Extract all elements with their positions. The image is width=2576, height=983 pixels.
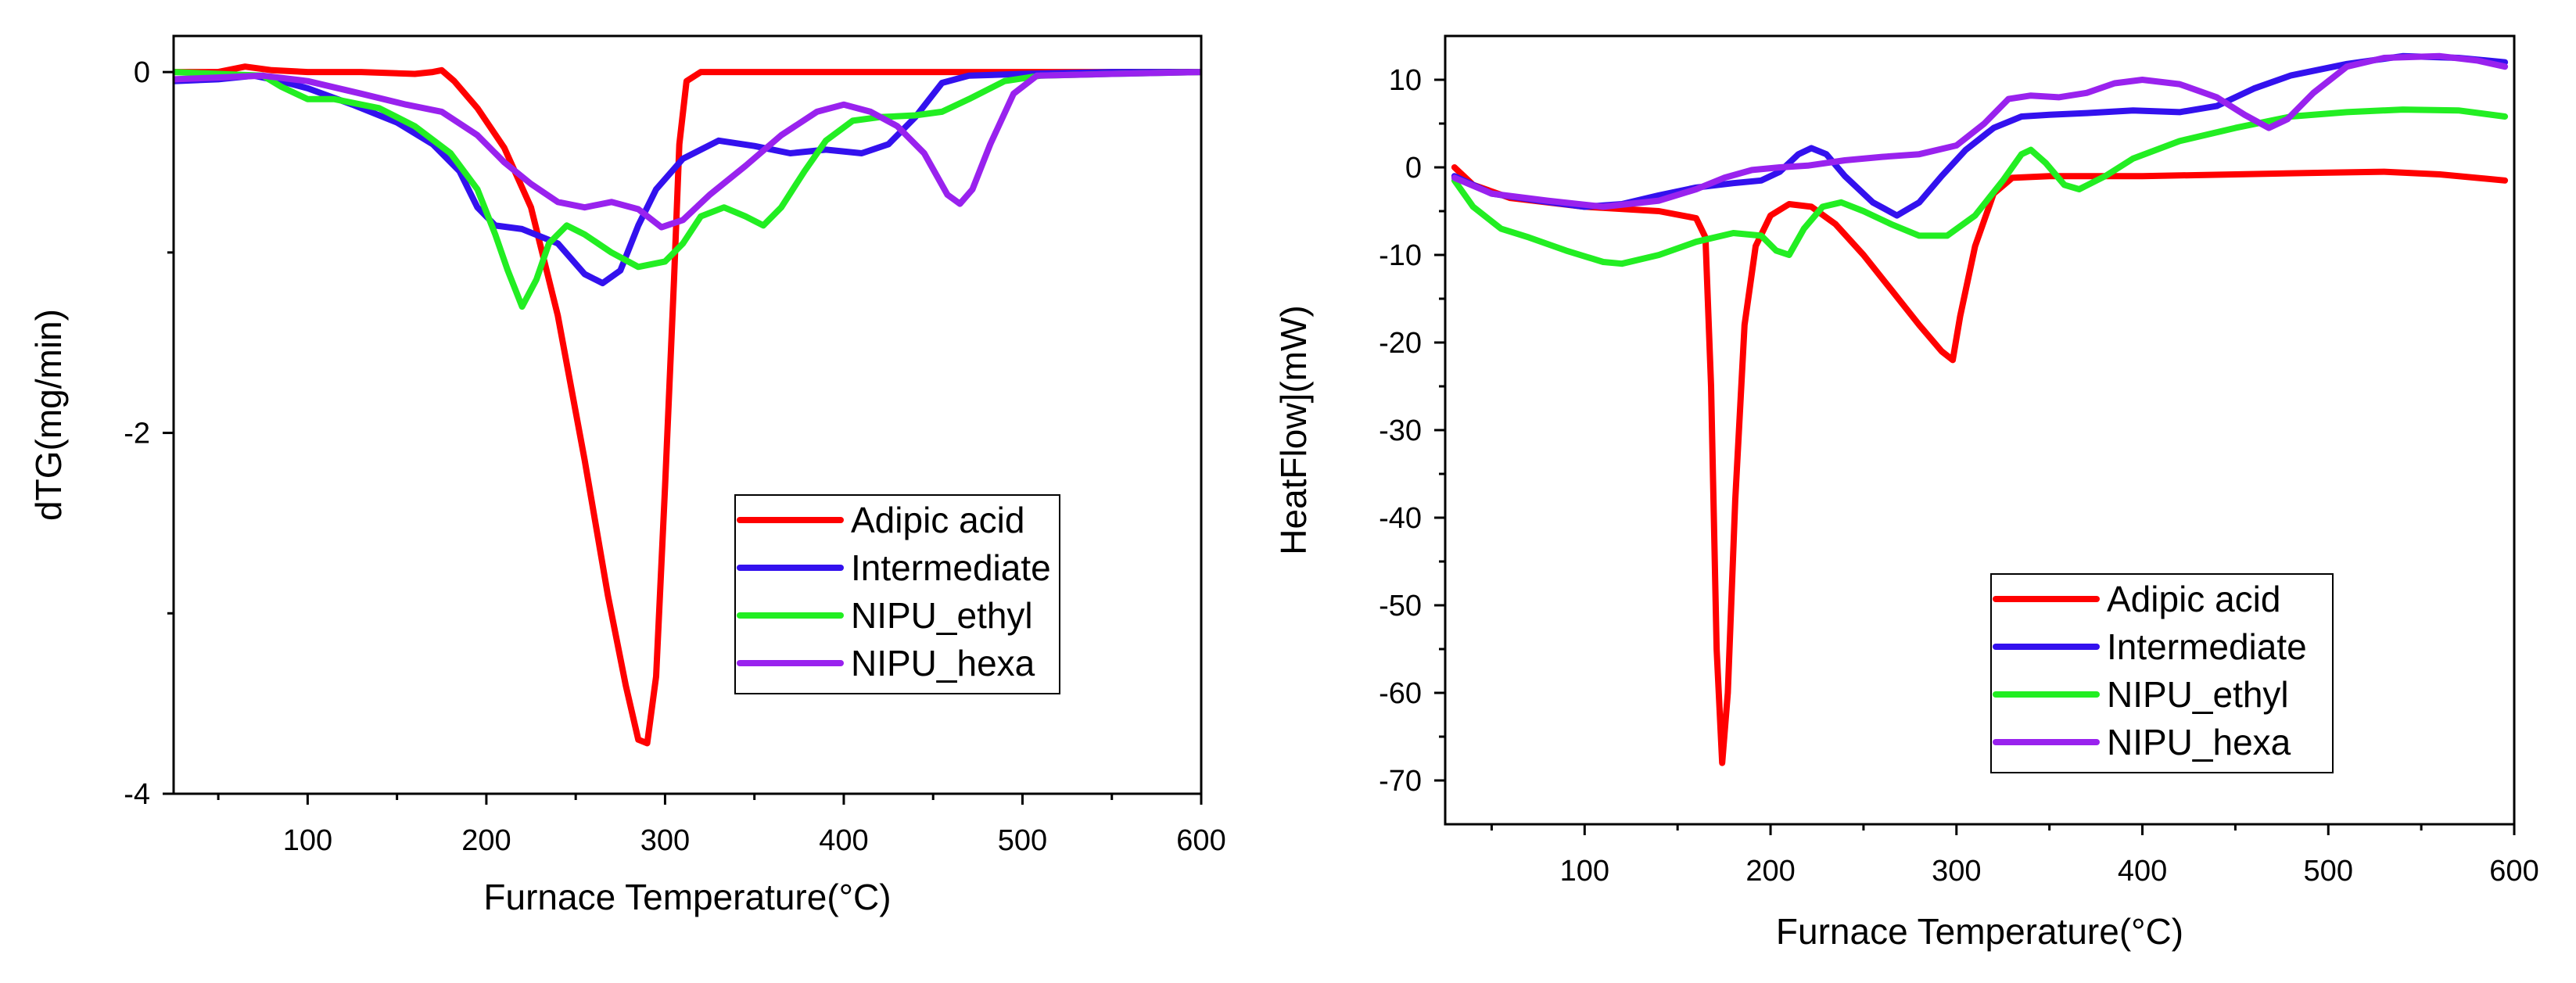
- dtg-x-tick-label: 500: [998, 824, 1047, 857]
- heatflow-legend-label: Adipic acid: [2107, 579, 2280, 619]
- heatflow-y-tick-label: -50: [1379, 590, 1422, 622]
- heatflow-y-tick-label: -30: [1379, 414, 1422, 447]
- heatflow-x-tick-label: 500: [2304, 855, 2353, 888]
- dtg-series-nipu-hexa: [174, 69, 1201, 231]
- dtg-legend-label: Intermediate: [851, 547, 1051, 588]
- heatflow-series-nipu-ethyl: [1451, 106, 2509, 267]
- heatflow-legend: Adipic acid Intermediate NIPU_ethyl NIPU_he…: [1990, 573, 2334, 773]
- heatflow-legend-label: NIPU_ethyl: [2107, 674, 2289, 715]
- heatflow-x-tick-label: 400: [2118, 855, 2167, 888]
- dtg-plot-frame: [172, 34, 1203, 795]
- heatflow-series-intermediate: [1451, 52, 2509, 219]
- heatflow-x-tick-label: 600: [2489, 855, 2538, 888]
- dtg-series-nipu-ethyl: [174, 69, 1201, 310]
- heatflow-x-tick-label: 100: [1560, 855, 1609, 888]
- heatflow-y-tick-label: -40: [1379, 502, 1422, 535]
- dtg-y-axis-title: dTG(mg/min): [28, 309, 69, 521]
- dtg-series-intermediate: [174, 69, 1201, 287]
- dtg-x-tick-label: 200: [461, 824, 511, 857]
- heatflow-x-tick-label: 200: [1745, 855, 1795, 888]
- heatflow-y-axis-title: HeatFlow](mW): [1273, 305, 1314, 554]
- dtg-y-tick-label: 0: [134, 56, 150, 89]
- heatflow-y-tick-label: -60: [1379, 677, 1422, 710]
- dtg-x-tick-label: 100: [283, 824, 332, 857]
- heatflow-series-adipic-acid: [1451, 164, 2509, 766]
- heatflow-y-tick-label: 10: [1389, 64, 1422, 97]
- heatflow-x-axis-title: Furnace Temperature(°C): [1776, 911, 2183, 952]
- heatflow-legend-label: Intermediate: [2107, 626, 2307, 667]
- dtg-x-tick-label: 600: [1176, 824, 1225, 857]
- heatflow-chart: 100 200 300 400 500 600100-10-20-30-40-50-60-…: [1273, 34, 2539, 952]
- heatflow-legend-label: NIPU_hexa: [2107, 722, 2291, 762]
- dtg-series-adipic-acid: [174, 63, 1201, 747]
- dtg-legend-label: NIPU_ethyl: [851, 595, 1033, 636]
- dtg-y-tick-label: -2: [124, 418, 150, 450]
- dtg-legend-label: NIPU_hexa: [851, 643, 1035, 683]
- heatflow-plot-frame: [1444, 34, 2516, 826]
- dtg-legend-label: Adipic acid: [851, 500, 1024, 540]
- heatflow-y-tick-label: -10: [1379, 239, 1422, 272]
- heatflow-y-tick-label: 0: [1405, 152, 1422, 185]
- dtg-chart: 100 200 300 400 500 600 0 -2 -4 Furnace Temperatu…: [28, 34, 1226, 917]
- dtg-x-axis-title: Furnace Temperature(°C): [483, 877, 891, 917]
- dtg-x-tick-label: 300: [640, 824, 690, 857]
- dtg-y-tick-label: -4: [124, 778, 150, 811]
- dtg-legend: Adipic acid Intermediate NIPU_ethyl NIPU_he…: [734, 494, 1060, 694]
- heatflow-series-nipu-hexa: [1451, 52, 2509, 210]
- heatflow-y-tick-label: -20: [1379, 327, 1422, 360]
- heatflow-x-tick-label: 300: [1932, 855, 1981, 888]
- heatflow-y-tick-label: -70: [1379, 765, 1422, 798]
- dtg-x-tick-label: 400: [819, 824, 868, 857]
